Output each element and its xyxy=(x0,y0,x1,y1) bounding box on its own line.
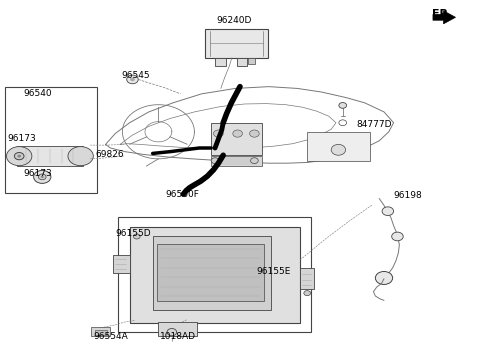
Circle shape xyxy=(214,130,223,137)
Bar xyxy=(237,58,247,66)
Bar xyxy=(17,146,83,166)
Bar xyxy=(248,58,255,64)
Circle shape xyxy=(339,103,347,108)
Text: 96540: 96540 xyxy=(23,89,52,97)
Circle shape xyxy=(14,152,24,160)
Circle shape xyxy=(382,207,394,216)
Text: 69826: 69826 xyxy=(95,150,124,159)
Circle shape xyxy=(38,174,46,180)
Bar xyxy=(91,327,110,336)
Bar xyxy=(118,217,311,332)
Bar xyxy=(153,236,271,310)
Circle shape xyxy=(167,329,177,336)
Circle shape xyxy=(250,130,259,137)
Circle shape xyxy=(331,144,346,155)
Bar xyxy=(157,244,264,301)
Circle shape xyxy=(304,291,311,296)
Circle shape xyxy=(233,130,242,137)
Polygon shape xyxy=(433,11,456,24)
Bar xyxy=(211,156,262,166)
Circle shape xyxy=(34,170,51,183)
Text: 96155D: 96155D xyxy=(116,230,151,238)
Bar xyxy=(95,330,107,335)
Bar xyxy=(205,29,268,58)
Text: 96198: 96198 xyxy=(394,191,422,200)
Circle shape xyxy=(392,232,403,241)
Text: 96173: 96173 xyxy=(7,135,36,143)
Text: 96240D: 96240D xyxy=(216,17,252,25)
Text: FR.: FR. xyxy=(432,9,453,19)
Text: 84777D: 84777D xyxy=(356,120,392,129)
Circle shape xyxy=(7,147,32,166)
Bar xyxy=(130,227,300,323)
Text: 1018AD: 1018AD xyxy=(159,332,196,341)
Circle shape xyxy=(41,176,44,178)
Bar xyxy=(158,322,197,336)
Text: 96545: 96545 xyxy=(121,71,150,79)
Circle shape xyxy=(130,78,135,81)
Circle shape xyxy=(251,158,258,164)
Bar xyxy=(211,123,262,155)
Bar xyxy=(215,58,226,66)
Circle shape xyxy=(127,75,138,84)
Bar xyxy=(300,268,314,289)
Bar xyxy=(113,255,130,273)
Text: 96560F: 96560F xyxy=(166,191,199,199)
Text: 96155E: 96155E xyxy=(257,267,291,276)
Bar xyxy=(5,87,97,193)
Text: 96173: 96173 xyxy=(23,169,52,178)
Circle shape xyxy=(133,234,140,239)
Circle shape xyxy=(375,271,393,284)
Bar xyxy=(307,132,370,161)
Text: 96554A: 96554A xyxy=(93,332,128,341)
Circle shape xyxy=(211,158,219,164)
Circle shape xyxy=(17,155,21,157)
Circle shape xyxy=(68,147,93,166)
